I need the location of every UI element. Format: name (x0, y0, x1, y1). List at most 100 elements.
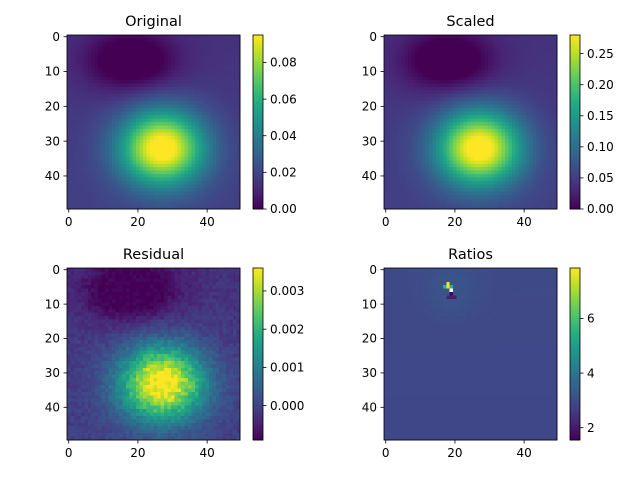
heatmap-cell (512, 69, 517, 74)
heatmap-cell (449, 62, 454, 67)
heatmap-cell (390, 149, 395, 154)
heatmap-cell (384, 104, 389, 109)
heatmap-cell (446, 125, 451, 130)
heatmap-cell (191, 153, 196, 158)
heatmap-cell (115, 128, 120, 134)
heatmap-cell (150, 80, 155, 85)
heatmap-cell (505, 132, 510, 137)
heatmap-cell (404, 146, 409, 151)
heatmap-cell (505, 195, 510, 200)
heatmap-cell (108, 139, 113, 144)
heatmap-cell (167, 125, 172, 130)
heatmap-cell (415, 55, 420, 60)
heatmap-cell (550, 174, 555, 179)
heatmap-cell (550, 153, 555, 158)
heatmap-cell (422, 69, 427, 74)
heatmap-cell (160, 104, 165, 109)
heatmap-cell (129, 135, 134, 140)
heatmap-cell (122, 122, 127, 127)
heatmap-cell (512, 66, 517, 71)
heatmap-cell (460, 160, 465, 165)
heatmap-cell (143, 87, 148, 92)
heatmap-cell (205, 170, 210, 175)
heatmap-cell (160, 146, 165, 151)
heatmap-cell (111, 73, 117, 78)
heatmap-cell (484, 132, 489, 137)
heatmap-cell (174, 122, 179, 127)
heatmap-cell (150, 87, 155, 92)
heatmap-cell (208, 118, 213, 123)
heatmap-cell (501, 181, 506, 186)
heatmap-cell (501, 146, 506, 151)
heatmap-cell (226, 101, 231, 106)
heatmap-cell (487, 181, 492, 186)
heatmap-cell (118, 188, 123, 193)
heatmap-cell (494, 48, 499, 53)
heatmap-cell (105, 104, 110, 109)
heatmap-cell (428, 156, 434, 161)
heatmap-cell (111, 87, 117, 92)
heatmap-cell (208, 48, 213, 53)
heatmap-cell (188, 170, 193, 175)
heatmap-cell (397, 156, 402, 161)
heatmap-cell (543, 184, 548, 189)
heatmap-cell (91, 174, 96, 179)
heatmap-cell (449, 132, 454, 137)
heatmap-cell (477, 48, 482, 53)
heatmap-cell (480, 139, 485, 144)
heatmap-cell (94, 163, 99, 168)
heatmap-cell (163, 118, 168, 123)
heatmap-cell (132, 38, 137, 43)
heatmap-cell (191, 188, 196, 193)
heatmap-cell (508, 170, 513, 175)
heatmap-cell (546, 104, 551, 109)
heatmap-cell (184, 45, 189, 50)
heatmap-cell (435, 76, 440, 81)
heatmap-cell (505, 69, 510, 74)
heatmap-cell (532, 195, 537, 200)
heatmap-cell (136, 48, 141, 53)
heatmap-cell (422, 170, 427, 175)
heatmap-cell (415, 195, 420, 200)
heatmap-cell (491, 156, 496, 161)
heatmap-cell (80, 111, 85, 116)
heatmap-cell (404, 191, 409, 196)
heatmap-cell (463, 115, 468, 120)
heatmap-cell (522, 188, 527, 193)
heatmap-cell (397, 48, 402, 53)
heatmap-cell (188, 122, 193, 127)
colorbar-segment (253, 117, 263, 121)
heatmap-cell (539, 45, 544, 50)
heatmap-cell (477, 149, 482, 154)
heatmap-cell (463, 80, 468, 85)
heatmap-cell (115, 52, 120, 57)
heatmap-cell (456, 153, 461, 158)
heatmap-cell (473, 55, 479, 60)
heatmap-cell (435, 149, 440, 154)
heatmap-cell (150, 41, 155, 47)
heatmap-cell (215, 160, 220, 165)
heatmap-cell (163, 184, 168, 189)
heatmap-cell (115, 156, 120, 161)
heatmap-cell (390, 122, 395, 127)
heatmap-cell (415, 132, 420, 137)
heatmap-cell (233, 188, 238, 193)
heatmap-cell (508, 174, 513, 179)
heatmap-cell (191, 142, 196, 147)
heatmap-cell (518, 149, 523, 154)
heatmap-cell (191, 66, 196, 71)
heatmap-cell (115, 146, 120, 151)
heatmap-cell (191, 73, 196, 78)
heatmap-cell (129, 59, 134, 64)
heatmap-cell (508, 146, 513, 151)
heatmap-cell (70, 156, 75, 161)
heatmap-cell (118, 125, 123, 130)
heatmap-cell (163, 198, 168, 203)
heatmap-cell (150, 156, 155, 161)
heatmap-cell (115, 170, 120, 175)
heatmap-cell (539, 41, 544, 47)
heatmap-cell (446, 83, 451, 88)
heatmap-cell (70, 104, 75, 109)
heatmap-cell (236, 97, 241, 102)
